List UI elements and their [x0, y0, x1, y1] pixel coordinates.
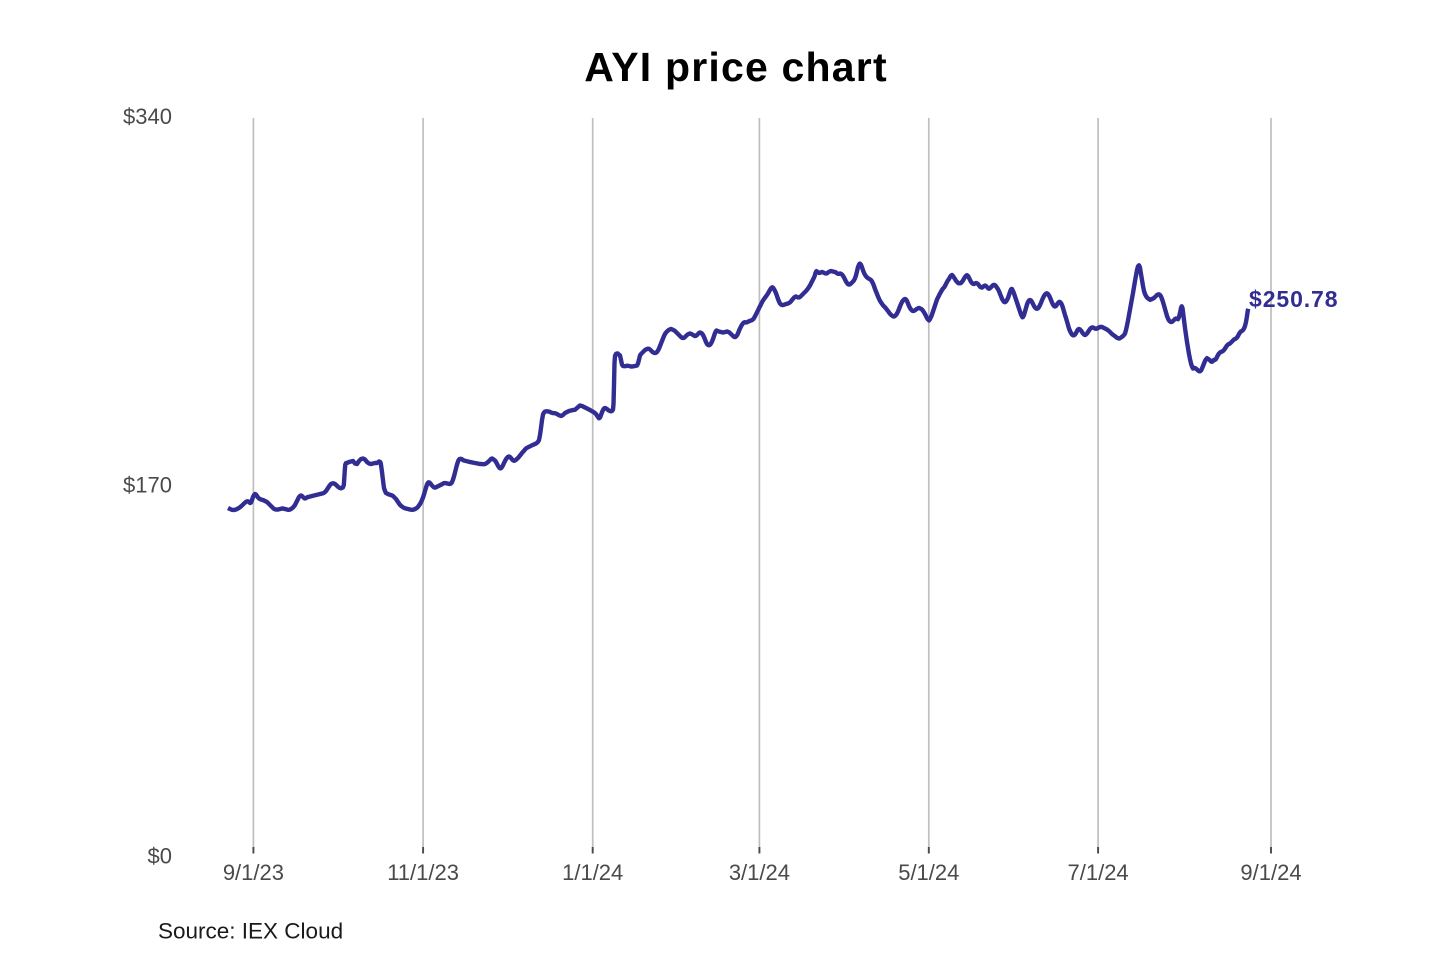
- svg-text:Source: IEX Cloud: Source: IEX Cloud: [158, 919, 343, 944]
- svg-text:11/1/23: 11/1/23: [387, 860, 459, 885]
- svg-text:$250.78: $250.78: [1249, 286, 1338, 312]
- svg-text:9/1/23: 9/1/23: [223, 860, 284, 885]
- svg-text:AYI price chart: AYI price chart: [584, 44, 888, 90]
- svg-text:$340: $340: [123, 104, 172, 129]
- svg-text:$0: $0: [148, 844, 172, 869]
- svg-text:7/1/24: 7/1/24: [1068, 860, 1129, 885]
- svg-text:$170: $170: [123, 473, 172, 498]
- svg-text:5/1/24: 5/1/24: [898, 860, 959, 885]
- svg-text:1/1/24: 1/1/24: [562, 860, 623, 885]
- svg-text:9/1/24: 9/1/24: [1240, 860, 1301, 885]
- svg-text:3/1/24: 3/1/24: [729, 860, 790, 885]
